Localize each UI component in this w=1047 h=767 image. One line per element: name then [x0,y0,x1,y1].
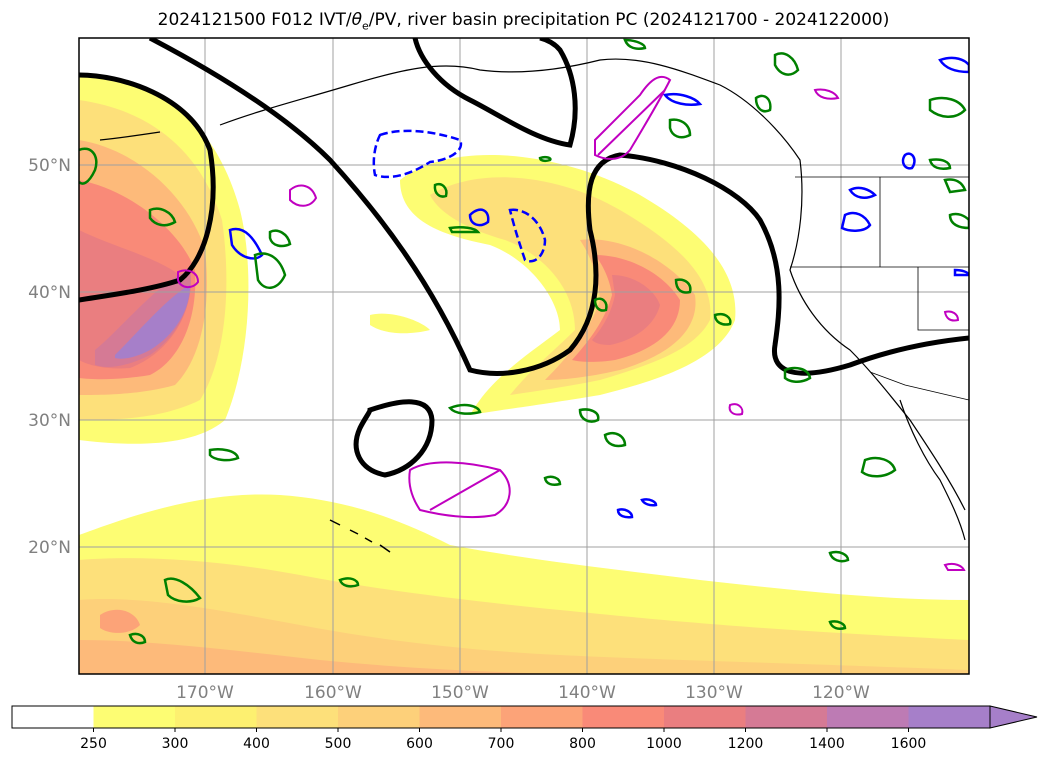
colorbar-swatch [745,706,828,728]
coastline [99,58,966,553]
colorbar-swatch [419,706,502,728]
colorbar-tick-label: 1600 [891,736,927,752]
colorbar-swatch [501,706,583,728]
map-panel [79,38,969,674]
lon-label-170w: 170°W [176,683,234,703]
colorbar-swatch [908,706,991,728]
title-theta-sub: e [362,19,369,33]
colorbar-extend-arrow [989,705,1038,729]
lon-label-130w: 130°W [685,683,743,703]
colorbar-swatch [827,706,909,728]
pv-contours-magenta [177,75,966,571]
lon-label-150w: 150°W [431,683,489,703]
ivt-band-south [79,494,969,674]
colorbar-tick-label: 800 [569,736,596,752]
lat-label-30n: 30°N [28,411,71,431]
lon-label-160w: 160°W [304,683,362,703]
precip-contours-green [79,38,969,645]
title-suffix: /PV, river basin precipitation PC (20241… [368,10,890,30]
longitude-labels: 170°W 160°W 150°W 140°W 130°W 120°W [176,683,870,703]
colorbar-swatch [12,706,94,728]
colorbar-tick-label: 700 [488,736,515,752]
borders [790,176,969,401]
lon-label-120w: 120°W [812,683,870,703]
colorbar-swatch [256,706,339,728]
black-contours [79,38,969,478]
colorbar-swatch [93,706,176,728]
colorbar-tick-label: 500 [325,736,352,752]
latitude-labels: 50°N 40°N 30°N 20°N [28,156,71,558]
colorbar: 250 300 400 500 600 700 800 1000 1200 1400 1600 [11,705,1038,752]
colorbar-swatch [175,706,257,728]
ivt-plume-central [370,154,736,415]
title-theta: θ [351,10,362,30]
colorbar-tick-label: 600 [406,736,433,752]
map-frame [78,37,970,675]
lat-label-40n: 40°N [28,283,71,303]
colorbar-tick-label: 300 [162,736,189,752]
colorbar-tick-label: 1400 [809,736,845,752]
pv-contours-blue [228,56,969,519]
map-title: 2024121500 F012 IVT/θe/PV, river basin p… [0,10,1047,32]
colorbar-tick-label: 400 [243,736,270,752]
lon-label-140w: 140°W [558,683,616,703]
colorbar-tick-label: 1200 [728,736,764,752]
ivt-plume-west [79,75,249,444]
colorbar-tick-label: 1000 [646,736,682,752]
colorbar-swatch [664,706,746,728]
lat-label-20n: 20°N [28,538,71,558]
lat-label-50n: 50°N [28,156,71,176]
colorbar-swatch [338,706,420,728]
title-prefix: 2024121500 F012 IVT/ [157,10,352,30]
colorbar-tick-label: 250 [80,736,107,752]
colorbar-swatch [582,706,665,728]
